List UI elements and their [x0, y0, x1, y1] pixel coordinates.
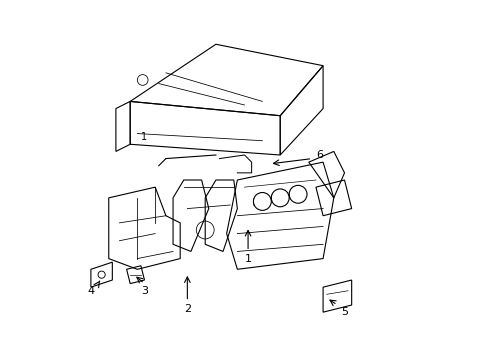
Text: 6: 6: [315, 150, 323, 160]
Text: 5: 5: [340, 307, 347, 317]
Text: 1: 1: [244, 253, 251, 264]
Text: 1: 1: [141, 132, 147, 142]
Text: 2: 2: [183, 303, 190, 314]
Text: 4: 4: [87, 286, 94, 296]
Text: 3: 3: [141, 286, 148, 296]
